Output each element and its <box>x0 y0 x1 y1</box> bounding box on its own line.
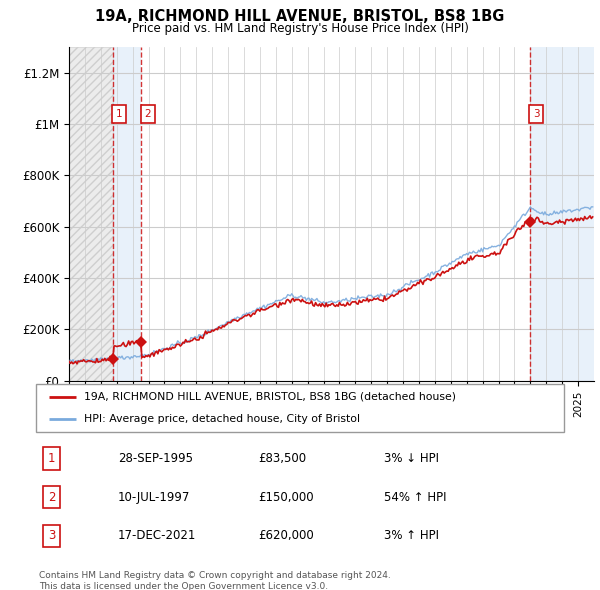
Text: £620,000: £620,000 <box>258 529 314 542</box>
Text: 2: 2 <box>48 490 56 504</box>
Text: HPI: Average price, detached house, City of Bristol: HPI: Average price, detached house, City… <box>83 414 359 424</box>
Text: 19A, RICHMOND HILL AVENUE, BRISTOL, BS8 1BG: 19A, RICHMOND HILL AVENUE, BRISTOL, BS8 … <box>95 9 505 24</box>
Text: 3% ↑ HPI: 3% ↑ HPI <box>385 529 439 542</box>
Text: £83,500: £83,500 <box>258 452 306 465</box>
Text: 10-JUL-1997: 10-JUL-1997 <box>118 490 190 504</box>
Text: 3% ↓ HPI: 3% ↓ HPI <box>385 452 439 465</box>
Text: Contains HM Land Registry data © Crown copyright and database right 2024.
This d: Contains HM Land Registry data © Crown c… <box>39 571 391 590</box>
Text: 1: 1 <box>48 452 56 465</box>
Text: Price paid vs. HM Land Registry's House Price Index (HPI): Price paid vs. HM Land Registry's House … <box>131 22 469 35</box>
Text: 3: 3 <box>533 109 539 119</box>
Bar <box>530 47 594 381</box>
Bar <box>69 47 113 381</box>
Text: £150,000: £150,000 <box>258 490 313 504</box>
Text: 17-DEC-2021: 17-DEC-2021 <box>118 529 196 542</box>
Bar <box>113 47 141 381</box>
Text: 1: 1 <box>116 109 122 119</box>
Text: 54% ↑ HPI: 54% ↑ HPI <box>385 490 447 504</box>
Text: 3: 3 <box>48 529 56 542</box>
Text: 2: 2 <box>145 109 151 119</box>
Text: 28-SEP-1995: 28-SEP-1995 <box>118 452 193 465</box>
Text: 19A, RICHMOND HILL AVENUE, BRISTOL, BS8 1BG (detached house): 19A, RICHMOND HILL AVENUE, BRISTOL, BS8 … <box>83 392 455 402</box>
